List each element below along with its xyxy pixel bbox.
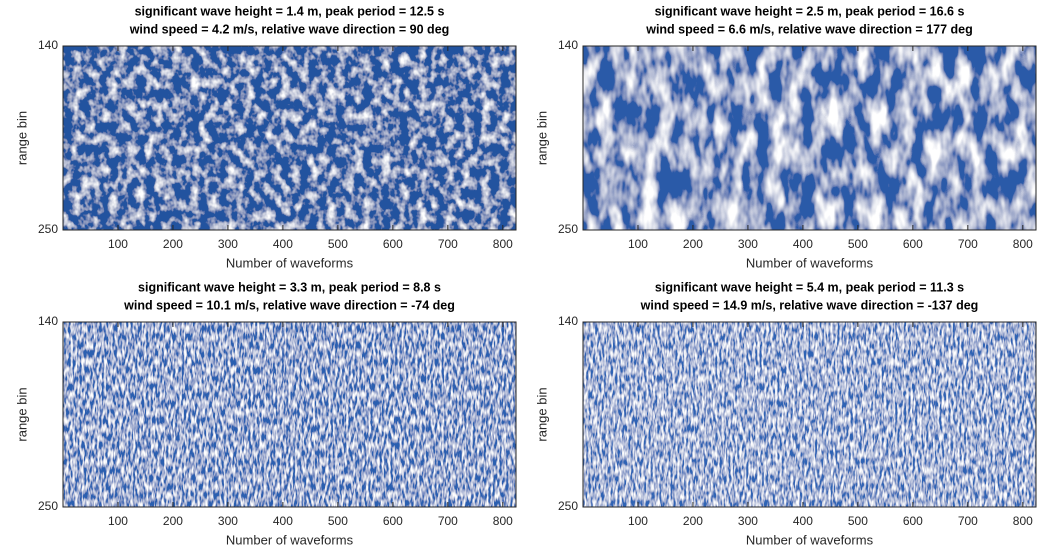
x-tick-label: 400	[793, 237, 813, 251]
panel-title: wind speed = 14.9 m/s, relative wave dir…	[640, 298, 979, 312]
heatmap-image	[583, 46, 1036, 230]
y-tick-label: 250	[38, 499, 58, 513]
axes-frame	[62, 321, 517, 508]
x-tick-label: 400	[793, 514, 813, 528]
x-tick-label: 100	[108, 237, 128, 251]
panel-title: wind speed = 4.2 m/s, relative wave dire…	[129, 22, 450, 36]
panel-title: wind speed = 6.6 m/s, relative wave dire…	[645, 22, 973, 36]
x-tick-label: 600	[903, 237, 923, 251]
x-tick-label: 700	[958, 514, 978, 528]
x-tick-label: 600	[383, 514, 403, 528]
y-axis-label: range bin	[534, 111, 549, 165]
x-axis-label: Number of waveforms	[746, 532, 874, 547]
x-tick-label: 700	[438, 237, 458, 251]
y-tick-label: 140	[558, 38, 578, 52]
x-tick-label: 300	[738, 237, 758, 251]
x-tick-label: 400	[273, 237, 293, 251]
heatmap-image	[63, 322, 516, 507]
x-tick-label: 600	[903, 514, 923, 528]
y-axis-label: range bin	[14, 111, 29, 165]
x-tick-label: 100	[108, 514, 128, 528]
y-tick-label: 250	[558, 222, 578, 236]
x-tick-label: 800	[493, 514, 513, 528]
x-tick-label: 100	[628, 514, 648, 528]
panel-title: significant wave height = 1.4 m, peak pe…	[135, 4, 445, 18]
axes-frame	[582, 45, 1037, 231]
x-axis-label: Number of waveforms	[746, 255, 874, 270]
axes-frame	[62, 45, 517, 231]
x-tick-label: 200	[683, 237, 703, 251]
x-tick-label: 200	[163, 514, 183, 528]
x-tick-label: 800	[1013, 514, 1033, 528]
x-tick-label: 600	[383, 237, 403, 251]
x-tick-label: 200	[163, 237, 183, 251]
y-tick-label: 140	[38, 38, 58, 52]
x-tick-label: 100	[628, 237, 648, 251]
x-tick-label: 500	[328, 237, 348, 251]
x-tick-label: 500	[848, 514, 868, 528]
panel-title: significant wave height = 2.5 m, peak pe…	[655, 4, 965, 18]
x-tick-label: 700	[958, 237, 978, 251]
y-tick-label: 250	[38, 222, 58, 236]
x-tick-label: 300	[218, 237, 238, 251]
x-tick-label: 500	[848, 237, 868, 251]
x-tick-label: 800	[493, 237, 513, 251]
x-tick-label: 200	[683, 514, 703, 528]
x-tick-label: 700	[438, 514, 458, 528]
x-tick-label: 300	[218, 514, 238, 528]
heatmap-image	[583, 322, 1036, 507]
x-tick-label: 500	[328, 514, 348, 528]
y-tick-label: 250	[558, 499, 578, 513]
panel-title: wind speed = 10.1 m/s, relative wave dir…	[123, 298, 455, 312]
x-axis-label: Number of waveforms	[226, 255, 354, 270]
y-axis-label: range bin	[14, 387, 29, 441]
heatmap-image	[63, 46, 516, 230]
x-tick-label: 800	[1013, 237, 1033, 251]
panel-title: significant wave height = 5.4 m, peak pe…	[655, 280, 964, 294]
y-tick-label: 140	[558, 314, 578, 328]
y-tick-label: 140	[38, 314, 58, 328]
axes-frame	[582, 321, 1037, 508]
x-axis-label: Number of waveforms	[226, 532, 354, 547]
x-tick-label: 300	[738, 514, 758, 528]
panel-title: significant wave height = 3.3 m, peak pe…	[138, 280, 441, 294]
y-axis-label: range bin	[534, 387, 549, 441]
x-tick-label: 400	[273, 514, 293, 528]
